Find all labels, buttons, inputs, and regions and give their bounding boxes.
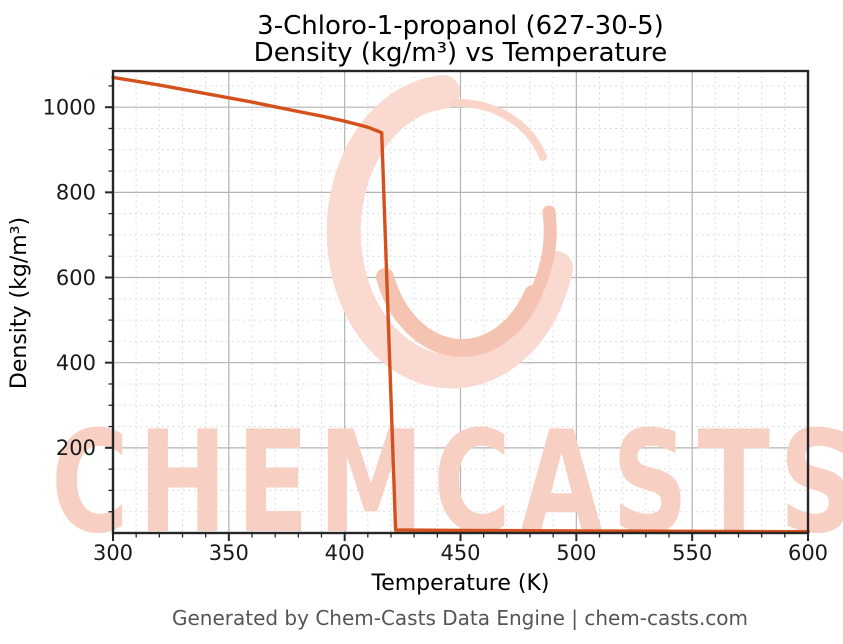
page-title: 3-Chloro-1-propanol (627-30-5) Density (…	[113, 13, 808, 67]
x-tick-label: 350	[209, 541, 249, 565]
logo-thin-swirl-stroke	[451, 98, 547, 161]
x-tick-label: 500	[556, 541, 596, 565]
footer-text: Generated by Chem-Casts Data Engine | ch…	[171, 606, 749, 630]
y-axis-label: Density (kg/m³)	[7, 217, 32, 389]
density-curve	[111, 75, 810, 534]
title-line-1: 3-Chloro-1-propanol (627-30-5)	[257, 11, 664, 41]
y-tick-label: 800	[56, 181, 96, 205]
y-tick-labels: 200 400 600 800 1000	[43, 96, 96, 461]
plot-spines	[111, 69, 810, 535]
x-tick-label: 300	[93, 541, 133, 565]
y-tick-label: 1000	[43, 96, 96, 120]
chemcasts-watermark: CHEMCASTS	[51, 75, 843, 565]
x-tick-label: 600	[788, 541, 828, 565]
watermark-text: CHEMCASTS	[51, 401, 843, 565]
logo-right-crescent-stroke	[508, 205, 557, 329]
x-tick-label: 550	[672, 541, 712, 565]
y-tick-label: 600	[56, 266, 96, 290]
x-tick-label: 400	[325, 541, 365, 565]
y-tick-label: 400	[56, 351, 96, 375]
x-tick-labels: 300 350 400 450 500 550 600	[93, 541, 828, 565]
axes-layer	[105, 69, 810, 541]
x-axis-label: Temperature (K)	[371, 571, 550, 596]
title-line-2: Density (kg/m³) vs Temperature	[253, 38, 668, 68]
series-layer	[111, 75, 810, 534]
x-tick-label: 450	[440, 541, 480, 565]
footer-credit: Generated by Chem-Casts Data Engine | ch…	[52, 606, 843, 630]
logo-inner-crescent-stroke	[376, 268, 542, 357]
y-tick-label: 200	[56, 436, 96, 460]
